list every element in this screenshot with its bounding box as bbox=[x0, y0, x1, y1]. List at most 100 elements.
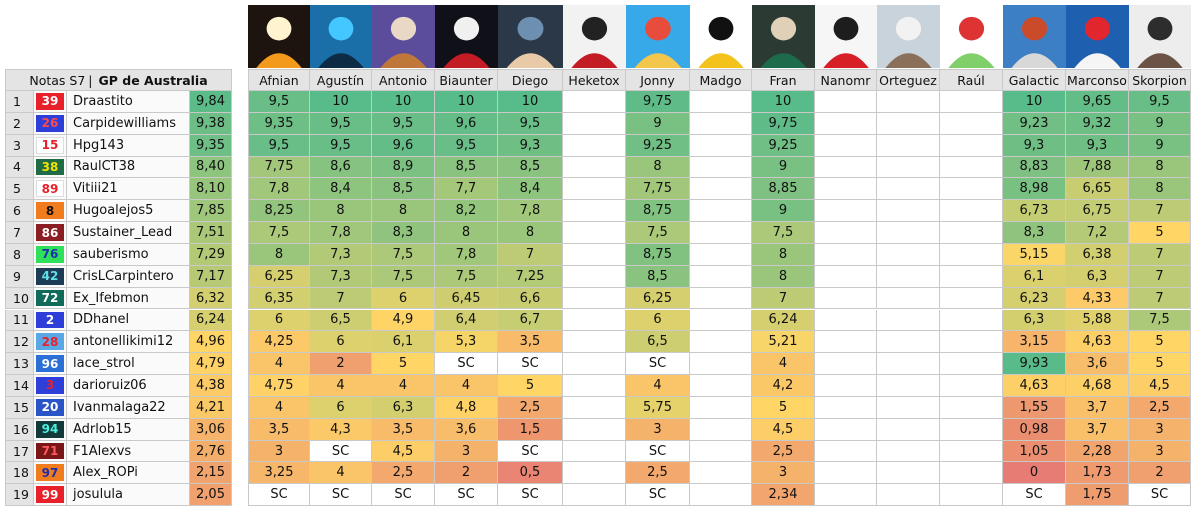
score-cell: 2 bbox=[1129, 462, 1191, 485]
anime-girl-avatar bbox=[372, 5, 436, 68]
average-score: 7,51 bbox=[190, 222, 232, 244]
score-cell bbox=[563, 440, 626, 463]
score-cell: 7,8 bbox=[498, 200, 563, 223]
score-cell: SC bbox=[248, 484, 310, 506]
score-cell: 6,3 bbox=[1003, 309, 1066, 332]
score-cell bbox=[815, 265, 877, 288]
score-cell: 2,28 bbox=[1066, 440, 1129, 463]
car-number-badge: 28 bbox=[36, 333, 64, 351]
score-cell: 3,25 bbox=[248, 462, 310, 485]
score-cell: 9,25 bbox=[752, 134, 815, 157]
rank-number: 18 bbox=[5, 462, 34, 485]
player-name: Hpg143 bbox=[67, 134, 190, 157]
score-cell: 6 bbox=[310, 396, 372, 419]
score-cell: 9,75 bbox=[626, 91, 690, 113]
score-cell bbox=[815, 375, 877, 397]
score-cell bbox=[690, 112, 752, 135]
car-number-badge: 72 bbox=[36, 289, 64, 307]
score-cell: 5 bbox=[372, 353, 435, 376]
judge-header-15: Skorpion bbox=[1129, 69, 1191, 91]
score-cell bbox=[815, 309, 877, 332]
score-cell: 8,2 bbox=[435, 200, 498, 223]
player-name: Draastito bbox=[67, 91, 190, 113]
score-cell: 5,21 bbox=[752, 331, 815, 354]
score-cell: 2,5 bbox=[372, 462, 435, 485]
score-cell: 7 bbox=[1129, 265, 1191, 288]
number-cell: 38 bbox=[34, 156, 67, 179]
score-cell: 8,4 bbox=[498, 178, 563, 201]
average-score: 7,17 bbox=[190, 265, 232, 288]
score-cell bbox=[877, 265, 940, 288]
race-name: GP de Australia bbox=[98, 72, 208, 88]
rank-number: 11 bbox=[5, 309, 34, 332]
score-cell: 9,3 bbox=[1066, 134, 1129, 157]
score-cell bbox=[690, 265, 752, 288]
score-cell: 4 bbox=[248, 353, 310, 376]
score-cell: 7 bbox=[1129, 243, 1191, 266]
score-cell: 8,6 bbox=[310, 156, 372, 179]
player-name: Alex_ROPi bbox=[67, 462, 190, 485]
car-number-badge: 94 bbox=[36, 420, 64, 438]
score-cell: 4,8 bbox=[435, 396, 498, 419]
score-cell: 1,73 bbox=[1066, 462, 1129, 485]
rank-number: 1 bbox=[5, 91, 34, 113]
score-cell bbox=[563, 265, 626, 288]
score-cell: 6,4 bbox=[435, 309, 498, 332]
score-cell bbox=[815, 440, 877, 463]
score-cell: 9,6 bbox=[372, 134, 435, 157]
average-score: 4,79 bbox=[190, 353, 232, 376]
score-cell: 4,33 bbox=[1066, 287, 1129, 310]
score-cell: 9 bbox=[626, 112, 690, 135]
score-cell bbox=[563, 112, 626, 135]
score-cell: 9,25 bbox=[626, 134, 690, 157]
score-cell: 6,1 bbox=[372, 331, 435, 354]
score-cell: 8,5 bbox=[498, 156, 563, 179]
score-cell: 9,5 bbox=[1129, 91, 1191, 113]
average-score: 4,21 bbox=[190, 396, 232, 419]
score-cell: 7,2 bbox=[1066, 222, 1129, 244]
man-selfie-avatar bbox=[1129, 5, 1192, 68]
score-cell: 5 bbox=[752, 396, 815, 419]
score-cell: SC bbox=[435, 484, 498, 506]
score-cell: SC bbox=[372, 484, 435, 506]
score-cell: 4 bbox=[372, 375, 435, 397]
score-cell: 6,75 bbox=[1066, 200, 1129, 223]
score-cell bbox=[877, 353, 940, 376]
player-name: Vitiii21 bbox=[67, 178, 190, 201]
average-score: 2,05 bbox=[190, 484, 232, 506]
score-cell: SC bbox=[310, 440, 372, 463]
score-cell: 7 bbox=[1129, 200, 1191, 223]
score-cell: 9,32 bbox=[1066, 112, 1129, 135]
score-cell: 7,3 bbox=[310, 265, 372, 288]
player-name: Carpidewilliams bbox=[67, 112, 190, 135]
average-score: 9,35 bbox=[190, 134, 232, 157]
score-cell: 5 bbox=[1129, 331, 1191, 354]
score-cell: 4 bbox=[626, 375, 690, 397]
score-cell: 6 bbox=[310, 331, 372, 354]
player-name: lace_strol bbox=[67, 353, 190, 376]
car-number-badge: 26 bbox=[36, 114, 64, 132]
score-cell bbox=[877, 287, 940, 310]
score-cell: 6,25 bbox=[626, 287, 690, 310]
score-cell: 7,5 bbox=[752, 222, 815, 244]
player-name: Sustainer_Lead bbox=[67, 222, 190, 244]
rank-number: 8 bbox=[5, 243, 34, 266]
score-cell: 4,63 bbox=[1066, 331, 1129, 354]
score-cell: 9,5 bbox=[498, 112, 563, 135]
score-cell: 7,7 bbox=[435, 178, 498, 201]
score-cell: 4,25 bbox=[248, 331, 310, 354]
score-cell: 1,05 bbox=[1003, 440, 1066, 463]
player-name: Hugoalejos5 bbox=[67, 200, 190, 223]
rank-number: 3 bbox=[5, 134, 34, 157]
score-cell bbox=[940, 91, 1003, 113]
score-cell bbox=[940, 265, 1003, 288]
score-cell bbox=[940, 375, 1003, 397]
car-number-badge: 71 bbox=[36, 442, 64, 460]
score-cell: 4,63 bbox=[1003, 375, 1066, 397]
average-score: 6,24 bbox=[190, 309, 232, 332]
score-cell: 7 bbox=[752, 287, 815, 310]
red-driver-avatar bbox=[435, 5, 499, 68]
score-cell: 7,8 bbox=[248, 178, 310, 201]
score-cell: 7,5 bbox=[372, 243, 435, 266]
score-cell: 7,88 bbox=[1066, 156, 1129, 179]
